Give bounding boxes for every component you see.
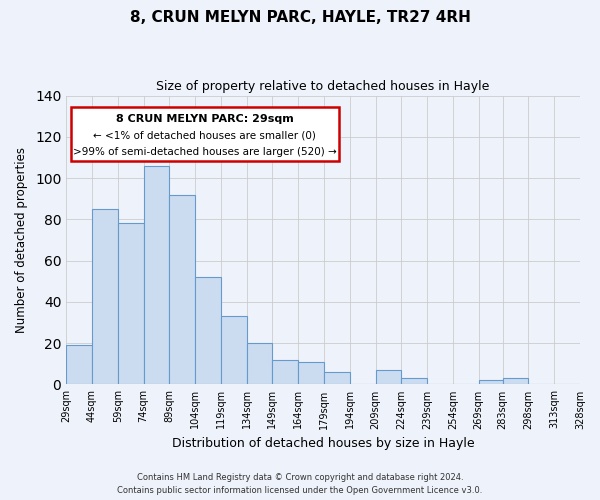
Bar (92, 209, 118, 384)
Text: ← <1% of detached houses are smaller (0): ← <1% of detached houses are smaller (0) (94, 131, 316, 141)
Bar (195, 277, 221, 384)
Text: Contains HM Land Registry data © Crown copyright and database right 2024.
Contai: Contains HM Land Registry data © Crown c… (118, 474, 482, 495)
Text: >99% of semi-detached houses are larger (520) →: >99% of semi-detached houses are larger … (73, 147, 337, 157)
Bar (479, 380, 503, 384)
Bar (503, 378, 529, 384)
X-axis label: Distribution of detached houses by size in Hayle: Distribution of detached houses by size … (172, 437, 475, 450)
Bar (401, 378, 427, 384)
Y-axis label: Number of detached properties: Number of detached properties (15, 147, 28, 333)
FancyBboxPatch shape (71, 107, 338, 160)
Bar (169, 194, 195, 384)
Bar (66, 345, 92, 385)
Bar (143, 166, 169, 384)
Bar (272, 360, 298, 384)
Bar (376, 370, 401, 384)
Text: 8 CRUN MELYN PARC: 29sqm: 8 CRUN MELYN PARC: 29sqm (116, 114, 294, 124)
Bar (118, 224, 143, 384)
Text: 8, CRUN MELYN PARC, HAYLE, TR27 4RH: 8, CRUN MELYN PARC, HAYLE, TR27 4RH (130, 10, 470, 25)
Bar (298, 362, 324, 384)
Title: Size of property relative to detached houses in Hayle: Size of property relative to detached ho… (157, 80, 490, 93)
Bar (247, 343, 272, 384)
Bar (324, 372, 350, 384)
Bar (221, 316, 247, 384)
